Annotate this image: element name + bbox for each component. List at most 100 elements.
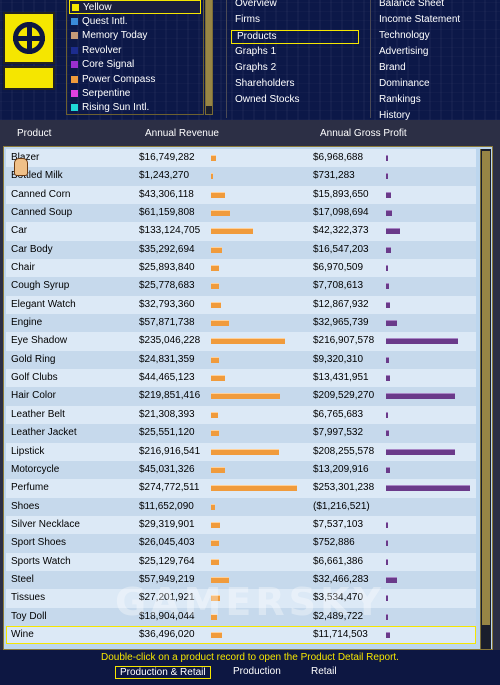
table-row[interactable]: Sports Watch $25,129,764 $6,661,386 bbox=[6, 552, 476, 571]
tab-production-retail[interactable]: Production & Retail bbox=[115, 666, 211, 679]
product-name: Car bbox=[11, 225, 28, 237]
column-header-revenue[interactable]: Annual Revenue bbox=[145, 128, 219, 139]
menu-item-overview[interactable]: Overview bbox=[235, 0, 277, 9]
table-row[interactable]: Leather Belt $21,308,393 $6,765,683 bbox=[6, 405, 476, 425]
table-scroll-thumb[interactable] bbox=[482, 151, 490, 625]
product-name: Bottled Milk bbox=[11, 170, 63, 182]
annual-revenue: $35,292,694 bbox=[139, 243, 195, 255]
table-row[interactable]: Lipstick $216,916,541 $208,255,578 bbox=[6, 442, 476, 461]
products-table-panel: Product Annual Revenue Annual Gross Prof… bbox=[0, 120, 500, 650]
table-row[interactable]: Eye Shadow $235,046,228 $216,907,578 bbox=[6, 332, 476, 351]
annual-revenue: $27,201,921 bbox=[139, 592, 195, 604]
profit-bar bbox=[386, 631, 390, 638]
annual-gross-profit: $6,968,688 bbox=[313, 152, 364, 163]
menu-item-technology[interactable]: Technology bbox=[379, 30, 430, 41]
annual-gross-profit: $32,965,739 bbox=[313, 317, 369, 329]
table-row[interactable]: Elegant Watch $32,793,360 $12,867,932 bbox=[6, 295, 476, 315]
table-row[interactable]: Blazer $16,749,282 $6,968,688 bbox=[6, 149, 476, 168]
table-row[interactable]: Car Body $35,292,694 $16,547,203 bbox=[6, 240, 476, 260]
table-row[interactable]: Gold Ring $24,831,359 $9,320,310 bbox=[6, 350, 476, 370]
table-row[interactable]: Cough Syrup $25,778,683 $7,708,613 bbox=[6, 277, 476, 296]
annual-revenue: $29,319,901 bbox=[139, 518, 195, 530]
hint-text: Double-click on a product record to open… bbox=[101, 652, 399, 663]
column-header-product[interactable]: Product bbox=[17, 128, 52, 139]
menu-item-rankings[interactable]: Rankings bbox=[379, 94, 421, 105]
profit-bar bbox=[386, 393, 456, 400]
firm-item[interactable]: Quest Intl. bbox=[71, 14, 128, 28]
firm-list-scrollbar[interactable] bbox=[205, 0, 213, 115]
firm-item[interactable]: Revolver bbox=[71, 43, 121, 57]
annual-revenue: $45,031,326 bbox=[139, 463, 195, 475]
table-scrollbar[interactable] bbox=[480, 149, 491, 649]
profit-bar bbox=[386, 173, 388, 180]
menu-item-owned-stocks[interactable]: Owned Stocks bbox=[235, 94, 300, 105]
annual-gross-profit: $9,320,310 bbox=[313, 353, 364, 365]
product-name: Lipstick bbox=[11, 445, 45, 457]
table-row[interactable]: Steel $57,949,219 $32,466,283 bbox=[6, 570, 476, 590]
table-row[interactable]: Silver Necklace $29,319,901 $7,537,103 bbox=[6, 515, 476, 535]
table-row[interactable]: Wine $36,496,020 $11,714,503 bbox=[6, 625, 476, 645]
table-row[interactable]: Perfume $274,772,511 $253,301,238 bbox=[6, 479, 476, 498]
annual-revenue: $24,831,359 bbox=[139, 353, 195, 365]
table-row[interactable]: Chair $25,893,840 $6,970,509 bbox=[6, 259, 476, 278]
firm-item[interactable]: Core Signal bbox=[71, 58, 134, 72]
annual-revenue: $26,045,403 bbox=[139, 537, 195, 549]
firm-label: Yellow bbox=[83, 1, 112, 13]
annual-gross-profit: $6,661,386 bbox=[313, 555, 364, 567]
menu-item-shareholders[interactable]: Shareholders bbox=[235, 78, 295, 89]
table-row[interactable]: Shoes $11,652,090 ($1,216,521) bbox=[6, 497, 476, 516]
firm-item[interactable]: Rising Sun Intl. bbox=[71, 101, 149, 115]
table-row[interactable]: Car $133,124,705 $42,322,373 bbox=[6, 222, 476, 241]
products-table: Blazer $16,749,282 $6,968,688 Bottled Milk $… bbox=[3, 146, 493, 650]
annual-gross-profit: $731,283 bbox=[313, 170, 355, 182]
revenue-bar bbox=[211, 246, 223, 253]
table-row[interactable]: Canned Soup $61,159,808 $17,098,694 bbox=[6, 204, 476, 223]
table-row[interactable]: Hair Color $219,851,416 $209,529,270 bbox=[6, 387, 476, 406]
tab-retail[interactable]: Retail bbox=[311, 666, 337, 677]
annual-gross-profit: $6,970,509 bbox=[313, 262, 364, 274]
revenue-bar bbox=[211, 320, 230, 327]
table-row[interactable]: Bottled Milk $1,243,270 $731,283 bbox=[6, 167, 476, 186]
annual-gross-profit: $216,907,578 bbox=[313, 335, 375, 347]
revenue-bar bbox=[211, 613, 217, 620]
firm-item[interactable]: Serpentine bbox=[71, 86, 130, 100]
menu-item-firms[interactable]: Firms bbox=[235, 14, 260, 25]
menu-item-graphs-2[interactable]: Graphs 2 bbox=[235, 62, 277, 73]
annual-revenue: $11,652,090 bbox=[139, 500, 194, 512]
annual-gross-profit: $32,466,283 bbox=[313, 573, 369, 585]
menu-item-income-statement[interactable]: Income Statement bbox=[379, 14, 461, 25]
annual-gross-profit: ($1,216,521) bbox=[313, 500, 370, 512]
table-row[interactable]: Sport Shoes $26,045,403 $752,886 bbox=[6, 534, 476, 553]
table-row[interactable]: Motorcycle $45,031,326 $13,209,916 bbox=[6, 460, 476, 480]
tab-production[interactable]: Production bbox=[233, 666, 281, 677]
firm-item[interactable]: Power Compass bbox=[71, 72, 155, 86]
table-row[interactable]: Engine $57,871,738 $32,965,739 bbox=[6, 314, 476, 333]
product-name: Leather Jacket bbox=[11, 427, 77, 439]
menu-item-brand[interactable]: Brand bbox=[379, 62, 406, 73]
annual-gross-profit: $17,098,694 bbox=[313, 207, 369, 219]
firm-item[interactable]: Yellow bbox=[69, 0, 201, 14]
product-name: Canned Corn bbox=[11, 188, 71, 200]
firm-list-scroll-thumb[interactable] bbox=[206, 0, 212, 106]
revenue-bar bbox=[211, 210, 231, 217]
menu-item-balance-sheet[interactable]: Balance Sheet bbox=[379, 0, 445, 9]
table-row[interactable]: Leather Jacket $25,551,120 $7,997,532 bbox=[6, 424, 476, 443]
firm-label: Rising Sun Intl. bbox=[82, 102, 150, 114]
profit-bar bbox=[386, 521, 389, 528]
table-row[interactable]: Toy Doll $18,904,044 $2,489,722 bbox=[6, 607, 476, 626]
annual-gross-profit: $12,867,932 bbox=[313, 298, 369, 310]
firm-color-icon bbox=[71, 46, 78, 54]
menu-item-history[interactable]: History bbox=[379, 110, 411, 121]
firm-item[interactable]: Memory Today bbox=[71, 29, 147, 43]
menu-item-dominance[interactable]: Dominance bbox=[379, 78, 430, 89]
menu-item-graphs-1[interactable]: Graphs 1 bbox=[235, 46, 277, 57]
table-row[interactable]: Golf Clubs $44,465,123 $13,431,951 bbox=[6, 369, 476, 388]
menu-item-products[interactable]: Products bbox=[231, 30, 359, 44]
table-row[interactable]: Tissues $27,201,921 $3,534,470 bbox=[6, 589, 476, 608]
column-header-profit[interactable]: Annual Gross Profit bbox=[320, 128, 407, 139]
revenue-bar bbox=[211, 155, 217, 161]
product-name: Perfume bbox=[11, 482, 49, 494]
table-row[interactable]: Canned Corn $43,306,118 $15,893,650 bbox=[6, 185, 476, 205]
revenue-bar bbox=[211, 301, 222, 308]
menu-item-advertising[interactable]: Advertising bbox=[379, 46, 429, 57]
